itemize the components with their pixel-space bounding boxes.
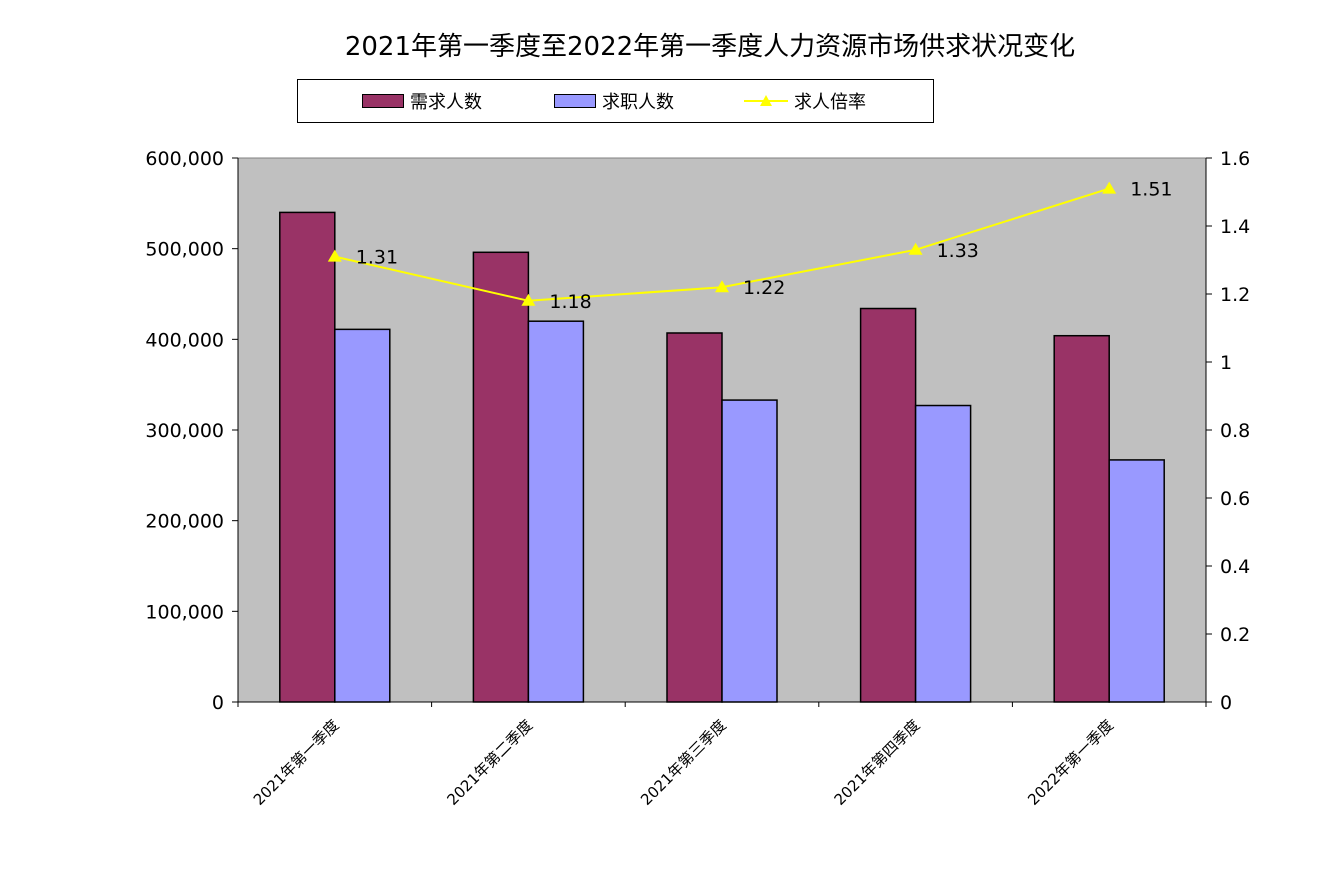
y-left-tick-label: 400,000 [145, 329, 224, 351]
legend-label-demand: 需求人数 [410, 92, 482, 113]
y-right-tick-label: 0.2 [1220, 624, 1250, 646]
bar-seekers [527, 320, 585, 703]
bar-demand [859, 307, 917, 703]
x-tick-label: 2021年第二季度 [443, 716, 536, 809]
y-left-tick-label: 200,000 [145, 511, 224, 533]
legend: 需求人数 求职人数 求人倍率 [297, 79, 934, 123]
y-left-tick-label: 600,000 [145, 148, 224, 170]
x-tick-label: 2021年第四季度 [831, 716, 924, 809]
chart-title: 2021年第一季度至2022年第一季度人力资源市场供求状况变化 [344, 32, 1076, 62]
x-tick-label: 2022年第一季度 [1024, 716, 1117, 809]
legend-swatch-seekers [554, 94, 596, 108]
ratio-marker [1102, 181, 1117, 194]
y-left-tick-label: 0 [212, 692, 224, 714]
legend-item-ratio: 求人倍率 [744, 80, 866, 122]
x-tick-label: 2021年第一季度 [250, 716, 343, 809]
ratio-marker [327, 249, 342, 262]
bar-demand [666, 332, 723, 703]
y-right-tick-label: 1.2 [1220, 284, 1250, 306]
ratio-data-label: 1.18 [549, 291, 591, 313]
y-right-tick-label: 1 [1220, 352, 1232, 374]
y-right-tick-label: 0.6 [1220, 488, 1250, 510]
legend-label-seekers: 求职人数 [602, 92, 674, 113]
ratio-data-label: 1.33 [937, 240, 979, 262]
ratio-marker [521, 293, 536, 306]
y-left-tick-label: 500,000 [145, 239, 224, 261]
legend-item-seekers: 求职人数 [554, 80, 674, 122]
ratio-marker [715, 280, 729, 293]
bar-demand [279, 211, 336, 703]
y-right-tick-label: 0.4 [1220, 556, 1250, 578]
y-left-tick-label: 300,000 [145, 420, 224, 442]
y-right-tick-label: 0 [1220, 692, 1232, 714]
x-tick-label: 2021年第三季度 [637, 716, 730, 809]
bar-seekers [914, 404, 972, 703]
bar-seekers [1108, 459, 1165, 703]
legend-label-ratio: 求人倍率 [794, 92, 866, 113]
legend-item-demand: 需求人数 [362, 80, 482, 122]
legend-swatch-ratio [744, 95, 788, 106]
y-left-tick-label: 100,000 [145, 601, 224, 623]
ratio-data-label: 1.31 [356, 247, 398, 269]
ratio-data-label: 1.51 [1130, 179, 1172, 201]
y-right-tick-label: 0.8 [1220, 420, 1250, 442]
y-right-tick-label: 1.4 [1220, 216, 1250, 238]
ratio-data-label: 1.22 [743, 277, 785, 299]
bar-seekers [334, 328, 391, 703]
y-right-tick-label: 1.6 [1220, 148, 1250, 170]
bar-demand [1053, 334, 1110, 703]
ratio-marker [908, 242, 923, 255]
bar-demand [472, 251, 530, 703]
bar-seekers [721, 399, 778, 703]
legend-swatch-demand [362, 94, 404, 108]
